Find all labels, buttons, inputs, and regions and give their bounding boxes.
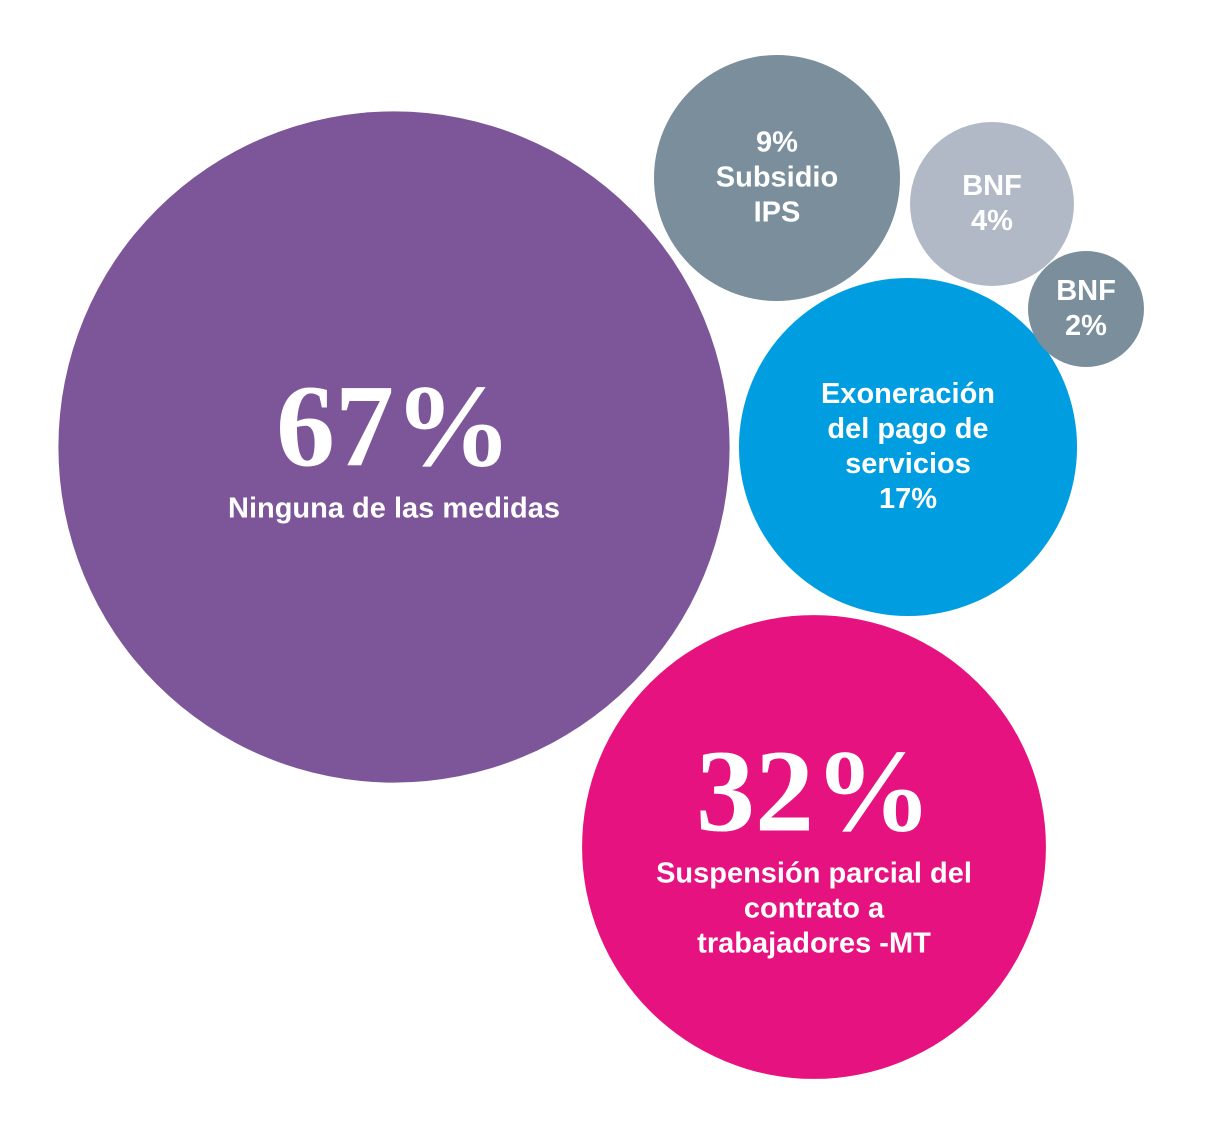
bubble-label: 9% Subsidio IPS — [702, 126, 852, 231]
bubble — [58, 111, 730, 783]
bubble-label: Exoneración del pago de servicios 17% — [801, 377, 1016, 517]
bubble-label: BNF 4% — [952, 169, 1032, 239]
category-label: Suspensión parcial del contrato a trabaj… — [656, 857, 972, 960]
value-label: 2% — [1065, 310, 1107, 342]
bubble-label: 32% Suspensión parcial del contrato a tra… — [654, 725, 974, 962]
category-label: Ninguna de las medidas — [228, 492, 560, 525]
bubble — [1028, 251, 1144, 367]
bubble — [582, 615, 1046, 1079]
bubble-label: BNF 2% — [1051, 274, 1121, 344]
value-label: 32% — [696, 725, 932, 857]
category-label: BNF — [962, 170, 1022, 202]
value-label: 4% — [971, 205, 1013, 237]
bubble — [654, 55, 900, 301]
category-label: Exoneración del pago de servicios — [820, 378, 996, 480]
category-label: BNF — [1056, 275, 1116, 307]
value-label: 17% — [878, 483, 938, 515]
bubble — [910, 122, 1074, 286]
value-label: 67% — [276, 360, 512, 492]
value-label: 9% — [756, 126, 798, 159]
bubble-label: 67% Ninguna de las medidas — [184, 360, 604, 527]
bubble — [738, 277, 1078, 617]
category-label: Subsidio IPS — [715, 161, 839, 229]
